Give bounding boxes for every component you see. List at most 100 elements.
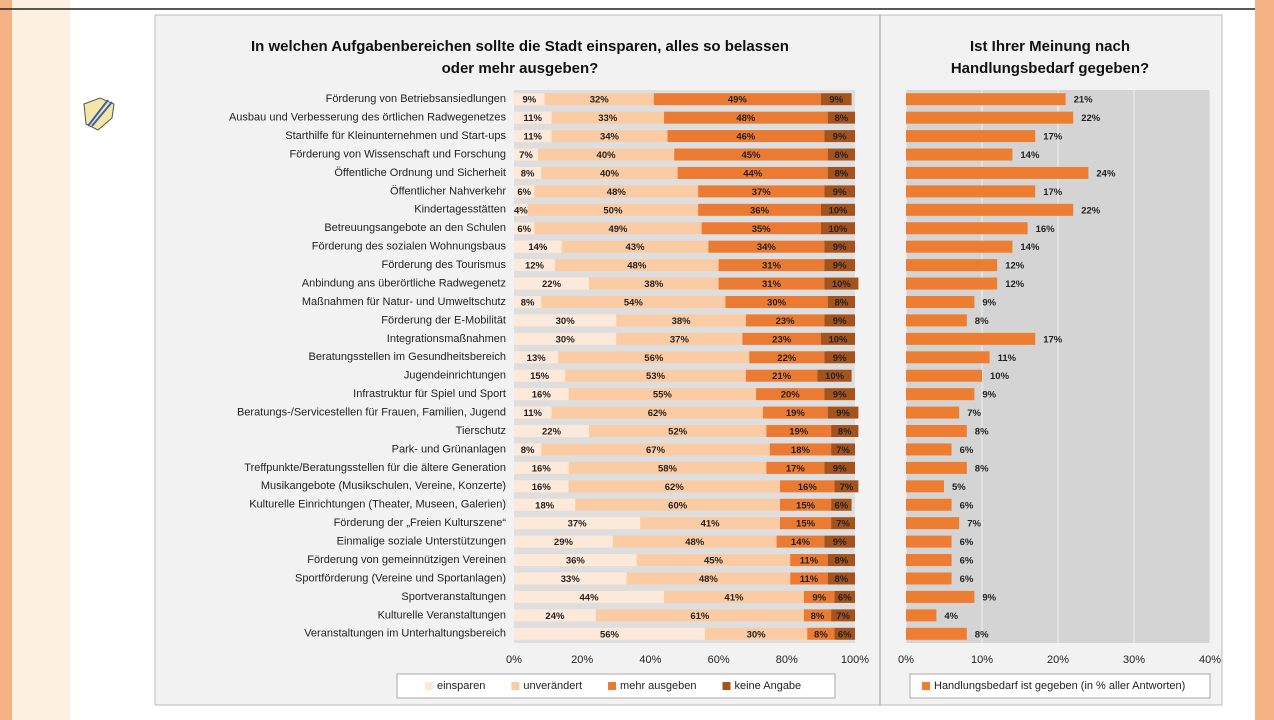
y-tick-label: Förderung des sozialen Wohnungsbaus [312,241,507,253]
bar-segment [803,590,835,603]
data-label: 38% [644,279,664,290]
data-label: 11% [800,574,819,585]
y-tick-label: Park- und Grünanlagen [392,443,506,455]
bar-segment [514,388,569,401]
bar [906,148,1013,161]
data-label: 48% [699,574,719,585]
data-label: 22% [542,279,562,290]
bar-segment [779,517,832,530]
legend-label: mehr ausgeben [620,680,696,692]
data-label: 7% [519,150,533,161]
bar-segment [824,277,859,290]
bar-segment [589,277,719,290]
bar-segment [541,166,678,179]
bar-segment [568,388,757,401]
data-label: 49% [608,224,628,235]
bar [906,535,952,548]
bar-segment [831,498,852,511]
bar-segment [514,222,535,235]
data-label: 37% [568,519,588,530]
data-label: 14% [528,242,548,253]
bar-segment [827,166,855,179]
data-label: 9% [833,316,847,327]
y-tick-label: Maßnahmen für Natur- und Umweltschutz [302,296,506,308]
data-label: 31% [762,279,782,290]
data-label: 56% [600,629,620,640]
bar-segment [698,203,821,216]
data-label: 10% [828,334,848,345]
bar-segment [769,443,832,456]
data-label: 8% [834,150,848,161]
data-label: 23% [772,334,792,345]
data-label: 36% [566,556,586,567]
bar-segment [640,517,780,530]
bar-segment [745,314,825,327]
y-tick-label: Anbindung ans überörtliche Radwegenetz [302,277,506,289]
bar-segment [749,351,825,364]
data-label: 8% [834,168,848,179]
y-tick-label: Förderung der E-Mobilität [381,314,506,326]
data-label: 7% [836,445,850,456]
bar-segment [514,295,542,308]
bar-segment [561,240,709,253]
bar-segment [820,93,852,106]
data-label: 9% [812,592,826,603]
data-label: 4% [944,611,958,622]
bar [906,609,937,622]
bar-segment [514,185,535,198]
bar-segment [820,222,855,235]
data-label: 31% [762,261,782,272]
x-tick-label: 10% [971,654,993,666]
data-label: 38% [672,316,692,327]
bar-segment [653,93,821,106]
bar-segment [514,277,590,290]
data-label: 8% [834,556,848,567]
bar [906,222,1028,235]
data-label: 52% [668,427,688,438]
data-label: 6% [960,500,974,511]
bar-segment [551,406,763,419]
data-label: 8% [521,445,535,456]
data-label: 8% [834,113,848,124]
bar-segment [612,535,777,548]
data-label: 29% [554,537,574,548]
data-label: 44% [580,592,600,603]
data-label: 6% [960,574,974,585]
bar-segment [514,332,617,345]
x-tick-label: 20% [571,654,593,666]
bar-segment [725,295,828,308]
bar-segment [718,277,825,290]
data-label: 9% [833,187,847,198]
data-label: 23% [776,316,796,327]
data-label: 4% [514,205,528,216]
data-label: 48% [685,537,705,548]
bar-segment [790,554,828,567]
bar-segment [831,425,859,438]
bar-segment [514,203,528,216]
bar-segment [824,130,855,143]
data-label: 37% [670,334,690,345]
bar-segment [568,461,767,474]
left-stripe [0,0,12,720]
bar-segment [820,203,855,216]
data-label: 30% [556,334,576,345]
bar-segment [827,295,855,308]
bar-segment [664,111,828,124]
data-label: 32% [590,95,610,106]
data-label: 11% [800,556,819,567]
data-label: 9% [833,537,847,548]
bar-segment [514,93,545,106]
data-label: 58% [658,463,678,474]
bar-segment [831,609,855,622]
bar-segment [514,240,562,253]
data-label: 9% [833,390,847,401]
bar-segment [558,351,750,364]
data-label: 9% [829,95,843,106]
data-label: 8% [834,574,848,585]
bar [906,517,960,530]
data-label: 14% [1020,242,1040,253]
x-tick-label: 0% [898,654,914,666]
y-tick-label: Treffpunkte/Beratungsstellen für die ält… [244,462,506,474]
y-tick-label: Förderung von gemeinnützigen Vereinen [307,554,506,566]
